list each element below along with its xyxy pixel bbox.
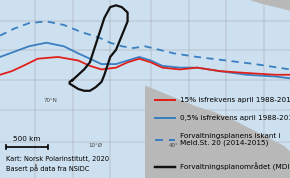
Text: Forvaltningsplanens iskant i
Meld.St. 20 (2014-2015): Forvaltningsplanens iskant i Meld.St. 20… xyxy=(180,133,281,146)
Text: 70°N: 70°N xyxy=(44,98,58,103)
Text: 15% isfrekvens april 1988-2017: 15% isfrekvens april 1988-2017 xyxy=(180,97,290,103)
Text: 500 km: 500 km xyxy=(13,136,41,142)
Text: 10°Ø: 10°Ø xyxy=(89,143,103,148)
Text: 0,5% isfrekvens april 1988-2017: 0,5% isfrekvens april 1988-2017 xyxy=(180,115,290,121)
Text: 40°: 40° xyxy=(169,143,179,148)
Text: Kart: Norsk Polarinstitutt, 2020: Kart: Norsk Polarinstitutt, 2020 xyxy=(6,156,109,162)
Polygon shape xyxy=(249,0,290,11)
Text: Forvaltningsplanområdet (MDIR): Forvaltningsplanområdet (MDIR) xyxy=(180,163,290,171)
Polygon shape xyxy=(145,85,290,178)
Text: Basert på data fra NSIDC: Basert på data fra NSIDC xyxy=(6,165,89,172)
